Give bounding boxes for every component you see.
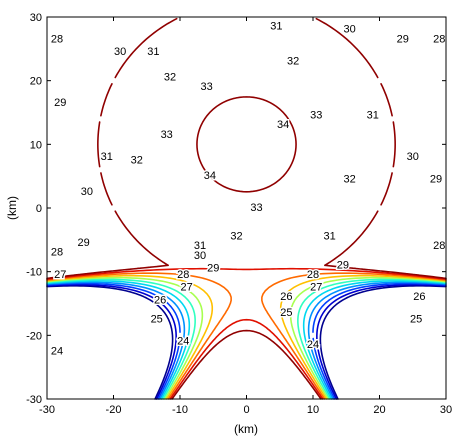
contour-line-26 <box>46 282 447 400</box>
contour-label: 31 <box>323 231 335 243</box>
x-axis-label: (km) <box>234 422 258 436</box>
contour-label: 31 <box>101 151 113 163</box>
contour-label: 25 <box>151 313 163 325</box>
contour-line-30 <box>46 276 447 400</box>
contour-label: 31 <box>367 110 379 122</box>
contour-label: 28 <box>433 240 445 252</box>
contour-label: 25 <box>280 307 292 319</box>
contour-label: 26 <box>413 291 425 303</box>
contour-line-33 <box>46 267 447 400</box>
y-tick-label: -10 <box>26 267 42 279</box>
contour-label: 32 <box>230 231 242 243</box>
contour-label: 24 <box>307 339 319 351</box>
contour-label: 34 <box>204 170 216 182</box>
contour-label: 25 <box>410 313 422 325</box>
contour-label: 29 <box>77 237 89 249</box>
y-tick-label: 0 <box>36 203 42 215</box>
contour-label: 30 <box>81 186 93 198</box>
y-tick-label: -20 <box>26 330 42 342</box>
y-axis-ticks: -30 -20 -10 0 10 20 30 <box>26 12 446 406</box>
x-tick-label: 20 <box>373 404 385 416</box>
contour-label: 29 <box>54 97 66 109</box>
contour-label: 29 <box>430 173 442 185</box>
contour-line-28 <box>46 280 447 400</box>
contour-label: 28 <box>307 269 319 281</box>
contour-labels: 3434333333333232323232313131313131303030… <box>49 19 447 359</box>
contour-label: 31 <box>147 46 159 58</box>
contour-line-24 <box>46 285 447 400</box>
x-tick-label: -30 <box>39 404 55 416</box>
x-tick-label: 0 <box>243 404 249 416</box>
contour-label: 29 <box>397 33 409 45</box>
contour-label: 28 <box>51 247 63 259</box>
contour-label: 32 <box>131 154 143 166</box>
contour-label: 33 <box>200 81 212 93</box>
contour-label: 32 <box>164 72 176 84</box>
plot-background <box>47 17 446 399</box>
contour-line-32 <box>46 272 447 400</box>
contour-label: 30 <box>194 250 206 262</box>
x-tick-label: -10 <box>172 404 188 416</box>
contour-label: 29 <box>207 263 219 275</box>
contour-label: 26 <box>280 291 292 303</box>
contour-label: 29 <box>337 259 349 271</box>
y-tick-label: 20 <box>30 76 42 88</box>
y-tick-label: -30 <box>26 394 42 406</box>
contour-label: 30 <box>407 151 419 163</box>
contour-label: 31 <box>194 240 206 252</box>
contour-label: 30 <box>114 46 126 58</box>
contour-label: 27 <box>310 282 322 294</box>
contour-label: 26 <box>154 294 166 306</box>
contour-label: 33 <box>310 110 322 122</box>
contour-label: 34 <box>277 119 289 131</box>
contour-label: 32 <box>287 56 299 68</box>
contour-label: 30 <box>343 24 355 36</box>
y-axis-label: (km) <box>5 196 19 220</box>
contour-label: 33 <box>161 129 173 141</box>
contour-label: 24 <box>51 345 63 357</box>
contour-label: 28 <box>177 269 189 281</box>
y-tick-label: 10 <box>30 139 42 151</box>
contour-label: 28 <box>433 33 445 45</box>
x-tick-label: 10 <box>307 404 319 416</box>
x-tick-label: -20 <box>106 404 122 416</box>
contour-label: 24 <box>177 336 189 348</box>
x-axis-ticks: -30 -20 -10 0 10 20 30 <box>39 17 452 416</box>
contour-line-34 <box>46 17 447 400</box>
contour-label: 31 <box>270 21 282 33</box>
contour-label: 28 <box>51 33 63 45</box>
contour-label: 27 <box>180 282 192 294</box>
contour-label: 32 <box>343 173 355 185</box>
contour-label: 27 <box>54 269 66 281</box>
contour-lines <box>46 17 447 400</box>
contour-label: 33 <box>250 202 262 214</box>
x-tick-label: 30 <box>440 404 452 416</box>
y-tick-label: 30 <box>30 12 42 24</box>
